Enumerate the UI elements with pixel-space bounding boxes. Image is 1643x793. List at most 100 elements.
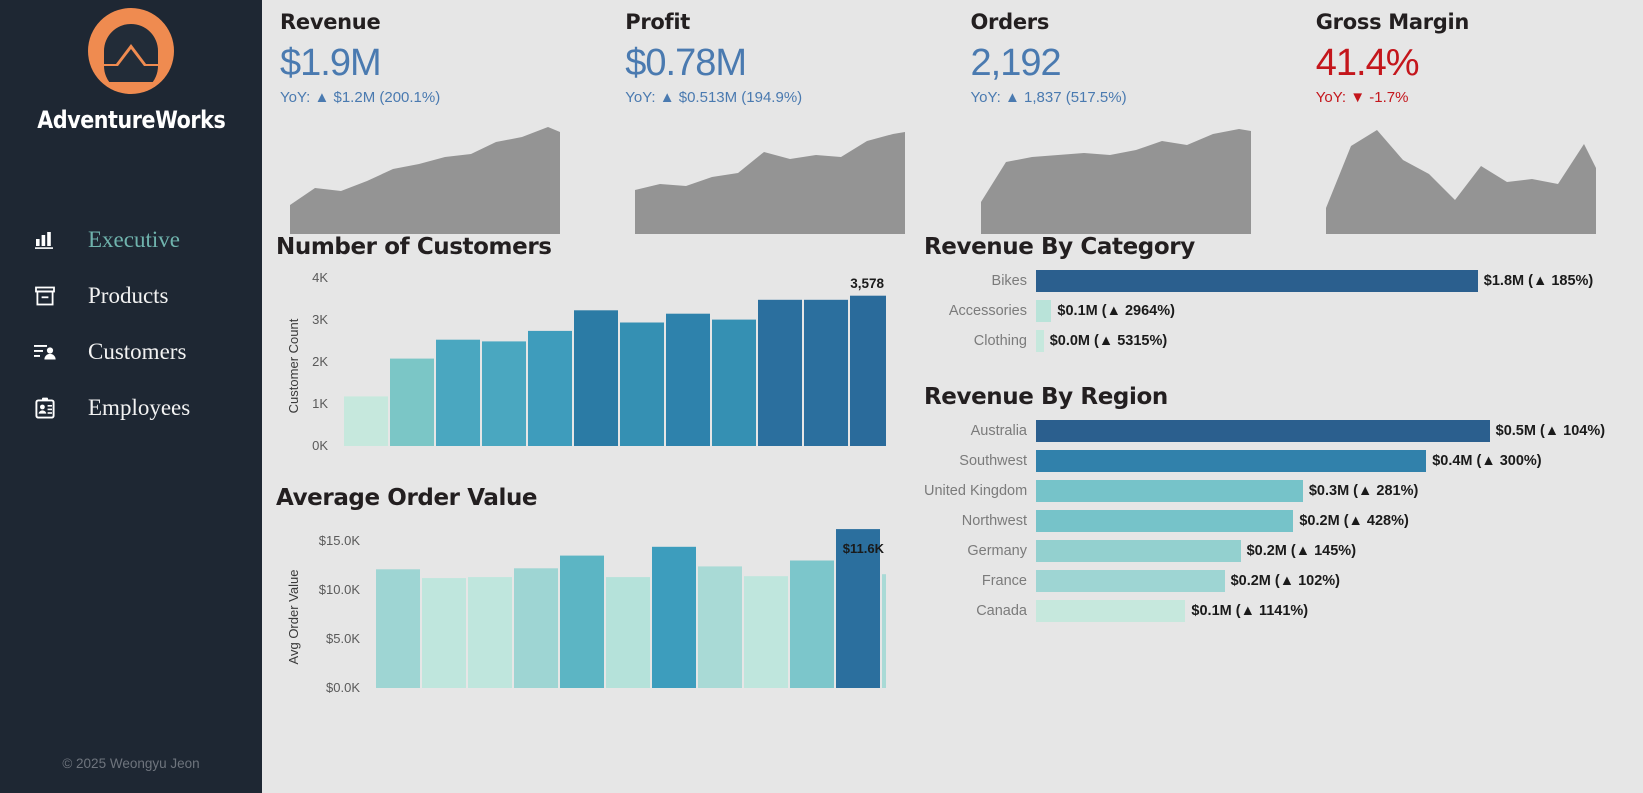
sidebar-nav: Executive Products (0, 212, 262, 436)
hbar-track: $0.0M (▲ 5315%) (1036, 326, 1629, 356)
svg-text:$0.0K: $0.0K (326, 680, 360, 695)
hbar-track: $1.8M (▲ 185%) (1036, 266, 1629, 296)
kpi-card-gross-margin[interactable]: Gross Margin 41.4% YoY: ▼ -1.7% (1298, 10, 1643, 234)
revenue-by-category-chart[interactable]: Bikes $1.8M (▲ 185%) Accessories $0.1M (… (924, 266, 1629, 356)
sidebar: AdventureWorks Executive (0, 0, 262, 793)
logo-wrap: AdventureWorks (22, 8, 241, 134)
id-badge-icon (30, 395, 60, 421)
hbar-fill (1036, 510, 1294, 532)
hbar-fill (1036, 420, 1490, 442)
hbar-fill (1036, 540, 1241, 562)
hbar-value: $0.2M (▲ 145%) (1246, 543, 1357, 559)
hbar-fill (1036, 270, 1478, 292)
svg-text:Customer Count: Customer Count (286, 318, 301, 413)
orders-sparkline (971, 116, 1288, 234)
revenue-sparkline (280, 116, 597, 234)
hbar-label: United Kingdom (924, 483, 1028, 499)
svg-text:2K: 2K (312, 354, 328, 369)
hbar-row[interactable]: Clothing $0.0M (▲ 5315%) (924, 326, 1629, 356)
hbar-track: $0.4M (▲ 300%) (1036, 446, 1629, 476)
kpi-card-revenue[interactable]: Revenue $1.9M YoY: ▲ $1.2M (200.1%) (262, 10, 607, 234)
svg-text:$11.6K: $11.6K (843, 541, 885, 556)
customers-panel-title: Number of Customers (276, 234, 552, 260)
hbar-row[interactable]: Accessories $0.1M (▲ 2964%) (924, 296, 1629, 326)
hbar-value: $1.8M (▲ 185%) (1483, 273, 1594, 289)
hbar-row[interactable]: France $0.2M (▲ 102%) (924, 566, 1629, 596)
hbar-track: $0.2M (▲ 428%) (1036, 506, 1629, 536)
kpi-delta: YoY: ▲ 1,837 (517.5%) (970, 89, 1127, 106)
hbar-track: $0.1M (▲ 1141%) (1036, 596, 1629, 626)
hbar-value: $0.0M (▲ 5315%) (1049, 333, 1168, 349)
kpi-value: 41.4% (1315, 42, 1420, 84)
hbar-label: Australia (970, 423, 1027, 439)
hbar-fill (1036, 480, 1303, 502)
svg-text:$5.0K: $5.0K (326, 631, 360, 646)
hbar-label: Bikes (991, 273, 1027, 289)
hbar-label: France (981, 573, 1027, 589)
sidebar-item-label: Executive (88, 227, 180, 252)
mountain-logo-icon (88, 8, 174, 94)
sidebar-item-products[interactable]: Products (0, 268, 262, 324)
gross-margin-sparkline (1316, 116, 1633, 234)
kpi-value: 2,192 (970, 42, 1062, 84)
sidebar-item-label: Customers (88, 339, 187, 364)
profit-sparkline (625, 116, 942, 234)
archive-box-icon (30, 283, 60, 309)
right-column: Revenue By Category Bikes $1.8M (▲ 185%)… (902, 234, 1643, 722)
hbar-fill (1036, 600, 1186, 622)
hbar-value: $0.3M (▲ 281%) (1308, 483, 1419, 499)
hbar-label: Clothing (973, 333, 1027, 349)
hbar-row[interactable]: Southwest $0.4M (▲ 300%) (924, 446, 1629, 476)
hbar-track: $0.2M (▲ 102%) (1036, 566, 1629, 596)
hbar-row[interactable]: Germany $0.2M (▲ 145%) (924, 536, 1629, 566)
sidebar-item-label: Employees (88, 395, 191, 420)
svg-text:4K: 4K (312, 270, 328, 285)
hbar-label: Canada (976, 603, 1027, 619)
number-of-customers-chart[interactable]: 4K 3K 2K 1K 0K Customer Count (276, 266, 902, 471)
aov-panel-title: Average Order Value (276, 485, 538, 511)
copyright-footer: © 2025 Weongyu Jeon (62, 756, 200, 771)
kpi-title: Orders (970, 10, 1050, 34)
hbar-fill (1036, 330, 1044, 352)
hbar-value: $0.4M (▲ 300%) (1432, 453, 1542, 469)
hbar-fill (1036, 450, 1427, 472)
svg-text:$15.0K: $15.0K (319, 533, 361, 548)
hbar-value: $0.2M (▲ 428%) (1299, 513, 1409, 529)
kpi-value: $0.78M (625, 42, 747, 84)
svg-text:Avg Order Value: Avg Order Value (286, 570, 301, 665)
sidebar-item-executive[interactable]: Executive (0, 212, 262, 268)
hbar-label: Germany (967, 543, 1027, 559)
user-list-icon (30, 339, 60, 365)
panels-row: Number of Customers 4K 3K 2K 1K 0K Custo… (262, 234, 1643, 722)
section-spacer (924, 356, 1629, 384)
kpi-title: Revenue (280, 10, 381, 34)
bar-chart-icon (30, 227, 60, 253)
hbar-fill (1036, 300, 1052, 322)
region-panel-title: Revenue By Region (924, 384, 1168, 410)
hbar-row[interactable]: Bikes $1.8M (▲ 185%) (924, 266, 1629, 296)
sidebar-item-employees[interactable]: Employees (0, 380, 262, 436)
svg-text:3K: 3K (312, 312, 328, 327)
kpi-row: Revenue $1.9M YoY: ▲ $1.2M (200.1%) Prof… (262, 0, 1643, 234)
kpi-delta: YoY: ▲ $1.2M (200.1%) (280, 89, 441, 106)
hbar-row[interactable]: Northwest $0.2M (▲ 428%) (924, 506, 1629, 536)
average-order-value-chart[interactable]: $15.0K $10.0K $5.0K $0.0K Avg Order Valu… (276, 517, 902, 722)
hbar-track: $0.5M (▲ 104%) (1036, 416, 1629, 446)
hbar-track: $0.3M (▲ 281%) (1036, 476, 1629, 506)
revenue-by-region-chart[interactable]: Australia $0.5M (▲ 104%) Southwest $0.4M… (924, 416, 1629, 626)
hbar-row[interactable]: Australia $0.5M (▲ 104%) (924, 416, 1629, 446)
kpi-delta: YoY: ▲ $0.513M (194.9%) (625, 89, 803, 106)
kpi-title: Gross Margin (1315, 10, 1470, 34)
hbar-value: $0.1M (▲ 2964%) (1057, 303, 1175, 319)
svg-text:3,578: 3,578 (850, 276, 884, 291)
kpi-card-orders[interactable]: Orders 2,192 YoY: ▲ 1,837 (517.5%) (953, 10, 1298, 234)
kpi-value: $1.9M (280, 42, 382, 84)
kpi-delta: YoY: ▼ -1.7% (1315, 89, 1409, 106)
kpi-card-profit[interactable]: Profit $0.78M YoY: ▲ $0.513M (194.9%) (607, 10, 952, 234)
sidebar-item-customers[interactable]: Customers (0, 324, 262, 380)
hbar-row[interactable]: United Kingdom $0.3M (▲ 281%) (924, 476, 1629, 506)
hbar-row[interactable]: Canada $0.1M (▲ 1141%) (924, 596, 1629, 626)
hbar-track: $0.1M (▲ 2964%) (1036, 296, 1629, 326)
svg-text:0K: 0K (312, 438, 328, 453)
